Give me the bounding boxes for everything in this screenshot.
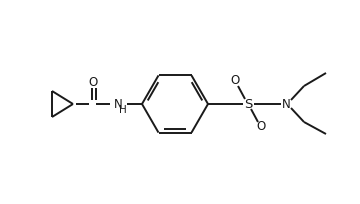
Text: H: H	[119, 105, 127, 115]
Text: N: N	[114, 98, 122, 111]
Text: S: S	[244, 98, 252, 111]
Text: N: N	[282, 98, 291, 111]
Text: O: O	[88, 76, 98, 90]
Text: O: O	[256, 121, 266, 133]
Text: O: O	[230, 74, 240, 88]
